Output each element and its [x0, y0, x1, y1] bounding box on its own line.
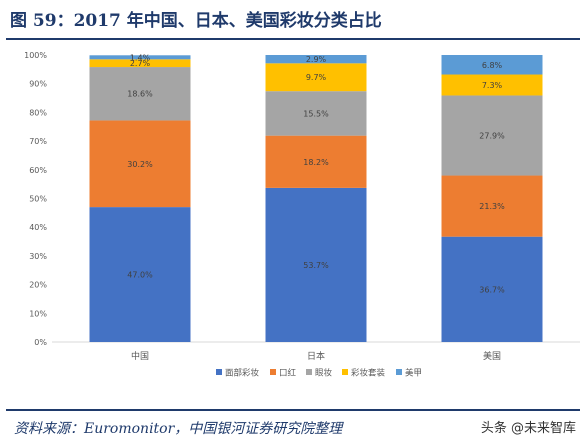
y-tick-label: 60% — [29, 166, 47, 175]
legend-swatch — [216, 369, 222, 375]
legend-label: 口红 — [279, 368, 297, 379]
stacked-bar-chart: 0% 10% 20% 30% 40% 50% 60% 70% 80% 90% 100% 47.0% 30… — [24, 51, 580, 379]
y-tick-label: 90% — [29, 80, 47, 89]
bar-segment — [441, 74, 543, 96]
legend-label: 彩妆套装 — [351, 368, 386, 379]
bar-segment — [89, 207, 191, 342]
legend-label: 眼妆 — [315, 368, 333, 379]
legend-swatch — [306, 369, 312, 375]
category-label: 日本 — [307, 350, 325, 362]
data-label: 30.2% — [127, 160, 153, 169]
data-label: 27.9% — [479, 132, 505, 141]
legend-label: 美甲 — [405, 368, 422, 379]
source-note: 资料来源：Euromonitor，中国银河证券研究院整理 — [14, 421, 343, 437]
bar-segment — [89, 67, 191, 121]
legend-swatch — [342, 369, 348, 375]
y-tick-label: 0% — [34, 338, 47, 347]
data-label: 18.2% — [303, 158, 329, 167]
data-label: 2.9% — [306, 55, 327, 64]
y-tick-label: 40% — [29, 223, 47, 232]
watermark: 头条 @未来智库 — [480, 421, 576, 436]
bar-segment — [441, 55, 543, 75]
data-label: 6.8% — [482, 61, 503, 70]
bar-segment — [265, 135, 367, 188]
data-label: 47.0% — [127, 271, 153, 280]
y-tick-label: 50% — [29, 195, 47, 204]
legend-swatch — [396, 369, 402, 375]
y-tick-label: 10% — [29, 309, 47, 318]
bottom-rule — [6, 409, 580, 411]
bar-segment — [265, 187, 367, 342]
data-label: 36.7% — [479, 285, 505, 294]
data-label: 53.7% — [303, 261, 329, 270]
bar-segment — [441, 236, 543, 342]
bar-segment — [89, 120, 191, 208]
top-rule — [6, 38, 580, 40]
data-label: 2.7% — [130, 59, 151, 68]
legend-label: 面部彩妆 — [225, 368, 260, 379]
category-label: 美国 — [483, 350, 501, 362]
bar-segment — [265, 55, 367, 64]
category-label: 中国 — [131, 350, 149, 362]
figure-title: 图 59：2017 年中国、日本、美国彩妆分类占比 — [10, 11, 382, 31]
bar-segment — [441, 95, 543, 176]
bar-segment — [89, 55, 191, 60]
y-tick-label: 100% — [24, 51, 47, 60]
y-tick-label: 80% — [29, 108, 47, 117]
bar-segment — [89, 59, 191, 68]
y-tick-label: 20% — [29, 281, 47, 290]
data-label: 21.3% — [479, 202, 505, 211]
legend-swatch — [270, 369, 276, 375]
data-label: 9.7% — [306, 73, 327, 82]
y-tick-label: 70% — [29, 137, 47, 146]
data-label: 15.5% — [303, 109, 329, 118]
data-label: 1.4% — [130, 53, 151, 62]
bar-segment — [265, 63, 367, 92]
bar-segment — [265, 91, 367, 136]
data-label: 7.3% — [482, 81, 503, 90]
y-tick-label: 30% — [29, 252, 47, 261]
data-label: 18.6% — [127, 90, 153, 99]
bar-segment — [441, 175, 543, 237]
